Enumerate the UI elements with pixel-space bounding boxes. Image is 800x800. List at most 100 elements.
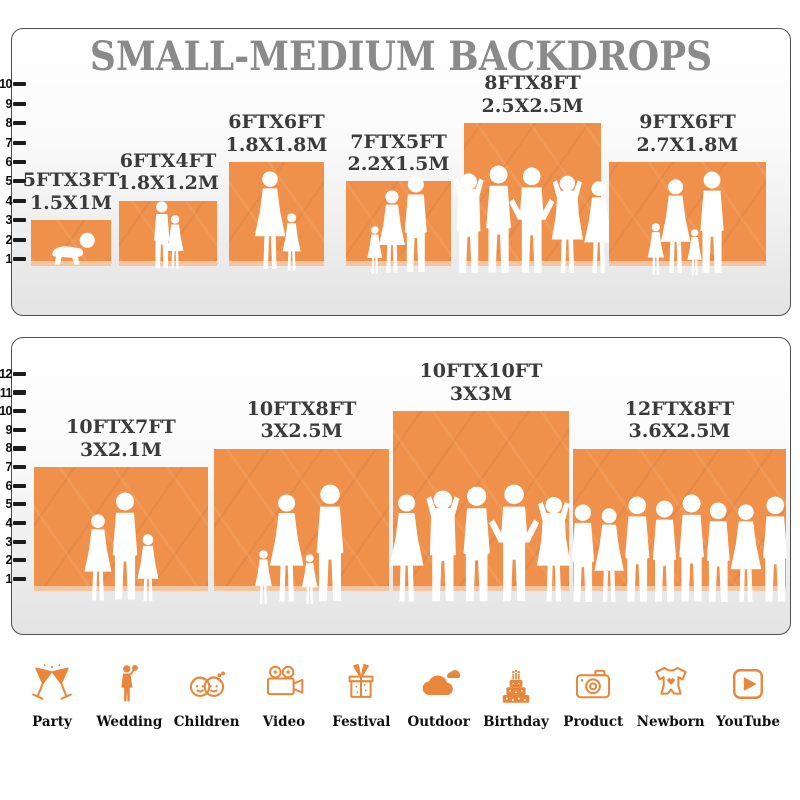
ruler-mark-9: 9	[0, 97, 26, 111]
category-wedding: Wedding	[93, 662, 165, 730]
backdrop-10ftx10ft: 10FTX10FT 3X3M	[389, 360, 572, 602]
ruler-mark-7: 7	[0, 460, 26, 474]
man-silhouette	[679, 494, 704, 602]
backdrop-rect	[609, 162, 766, 266]
ruler-tick	[13, 237, 26, 242]
people-silhouettes	[254, 484, 346, 606]
ruler-tick	[13, 558, 26, 563]
backdrop-size-label: 6FTX4FT 1.8X1.2M	[117, 150, 219, 195]
ruler-tick	[13, 390, 26, 395]
ruler-number: 8	[5, 441, 13, 456]
category-label: Outdoor	[407, 714, 470, 730]
size-label-ft: 6FTX4FT	[119, 149, 217, 172]
ruler-number: 2	[5, 232, 13, 247]
woman-up-silhouette	[537, 496, 572, 602]
ruler-mark-7: 7	[0, 136, 26, 150]
ruler-tick	[13, 82, 26, 87]
backdrop-10ftx8ft: 10FTX8FT 3X2.5M	[214, 398, 389, 604]
category-label: Newborn	[636, 714, 705, 730]
woman-silhouette	[254, 171, 285, 269]
man-hips-silhouette	[509, 167, 555, 273]
ruler-number: 7	[5, 135, 13, 150]
category-label: Wedding	[96, 714, 163, 730]
backdrop-size-label: 10FTX7FT 3X2.1M	[66, 416, 176, 461]
ruler-mark-2: 2	[0, 233, 26, 247]
ruler-tick	[13, 502, 26, 507]
man-silhouette	[625, 496, 650, 602]
size-label-m: 1.5X1M	[29, 191, 113, 214]
backdrop-10ftx7ft: 10FTX7FT 3X2.1M	[34, 416, 208, 602]
people-silhouettes	[389, 484, 572, 606]
ruler-tick	[13, 520, 26, 526]
man-hips-silhouette	[488, 484, 539, 602]
youtube-icon	[733, 669, 763, 699]
ruler-number: 8	[5, 116, 13, 131]
ruler-tick	[13, 483, 26, 488]
ruler-mark-3: 3	[0, 535, 26, 549]
girl-silhouette	[254, 550, 272, 604]
size-label-m: 2.5X2.5M	[481, 94, 584, 117]
category-label: Festival	[332, 714, 391, 730]
ruler-mark-8: 8	[0, 441, 26, 455]
ruler-mark-11: 11	[0, 386, 26, 400]
ruler-number: 6	[5, 155, 13, 169]
ruler-mark-10: 10	[0, 77, 26, 91]
ruler-tick	[13, 371, 26, 376]
girl-silhouette	[366, 226, 382, 274]
boy-silhouette	[154, 201, 170, 269]
people-silhouettes	[154, 201, 184, 271]
size-label-ft: 5FTX3FT	[22, 169, 120, 192]
ruler-number: 3	[5, 213, 13, 228]
people-silhouettes	[366, 176, 427, 276]
people-silhouettes	[647, 171, 726, 277]
man-silhouette	[463, 486, 490, 602]
man-silhouette	[112, 492, 138, 600]
ruler-number: 5	[5, 497, 13, 512]
ruler-mark-8: 8	[0, 116, 26, 130]
man-silhouette	[700, 171, 725, 273]
backdrop-6ftx6ft: 6FTX6FT 1.8X1.8M	[226, 111, 327, 271]
ruler-mark-12: 12	[0, 367, 26, 381]
ruler-tick	[13, 179, 26, 184]
size-label-ft: 9FTX6FT	[639, 111, 736, 134]
ruler-number: 11	[0, 385, 13, 400]
girl-silhouette	[301, 554, 318, 604]
woman-silhouette	[584, 181, 614, 274]
size-label-m: 3.6X2.5M	[628, 420, 731, 443]
ruler-mark-6: 6	[0, 155, 26, 169]
ruler-mark-9: 9	[0, 423, 26, 437]
backdrop-size-label: 8FTX8FT 2.5X2.5M	[482, 72, 584, 117]
ruler-mark-6: 6	[0, 479, 26, 493]
category-newborn: Newborn	[635, 662, 707, 730]
bottom-panel-medium-sizes: 12 11 10 9 8 7 6 5 4 3 2 1 10FTX7FT 3X2.1M 10FTX8FT 3X2…	[0, 337, 791, 635]
ruler-mark-5: 5	[0, 174, 26, 188]
ruler-number: 9	[5, 96, 13, 111]
category-outdoor: Outdoor	[403, 662, 475, 730]
ruler-mark-4: 4	[0, 194, 26, 208]
birthday-icon	[502, 669, 530, 703]
ruler-number: 10	[0, 77, 13, 92]
size-label-ft: 8FTX8FT	[484, 72, 581, 95]
size-label-ft: 6FTX6FT	[228, 111, 325, 134]
ruler-tick	[13, 159, 26, 165]
category-product: Product	[557, 662, 629, 730]
category-festival: Festival	[325, 662, 397, 730]
ruler-tick	[13, 446, 26, 451]
ruler-number: 10	[0, 404, 13, 419]
woman-up-silhouette	[552, 175, 584, 273]
ruler-tick	[13, 427, 26, 432]
size-label-ft: 12FTX8FT	[624, 397, 735, 420]
man-up-silhouette	[426, 490, 460, 602]
backdrop-size-label: 7FTX5FT 2.2X1.5M	[348, 131, 450, 176]
woman-silhouette	[389, 494, 424, 602]
outdoor-icon	[422, 670, 460, 696]
top-panel-small-sizes: SMALL-MEDIUM BACKDROPS 10 9 8 7 6 5 4 3 2 1 5FTX3F…	[0, 28, 791, 316]
category-party: Party	[16, 662, 88, 730]
woman-silhouette	[594, 508, 625, 603]
category-row: Party Wedding Children Video Festival Outdoor…	[16, 662, 784, 730]
category-birthday: Birthday	[480, 662, 552, 730]
size-label-ft: 10FTX10FT	[419, 360, 543, 383]
man-silhouette	[571, 504, 594, 602]
girl-silhouette	[282, 213, 301, 271]
people-silhouettes	[84, 492, 159, 604]
